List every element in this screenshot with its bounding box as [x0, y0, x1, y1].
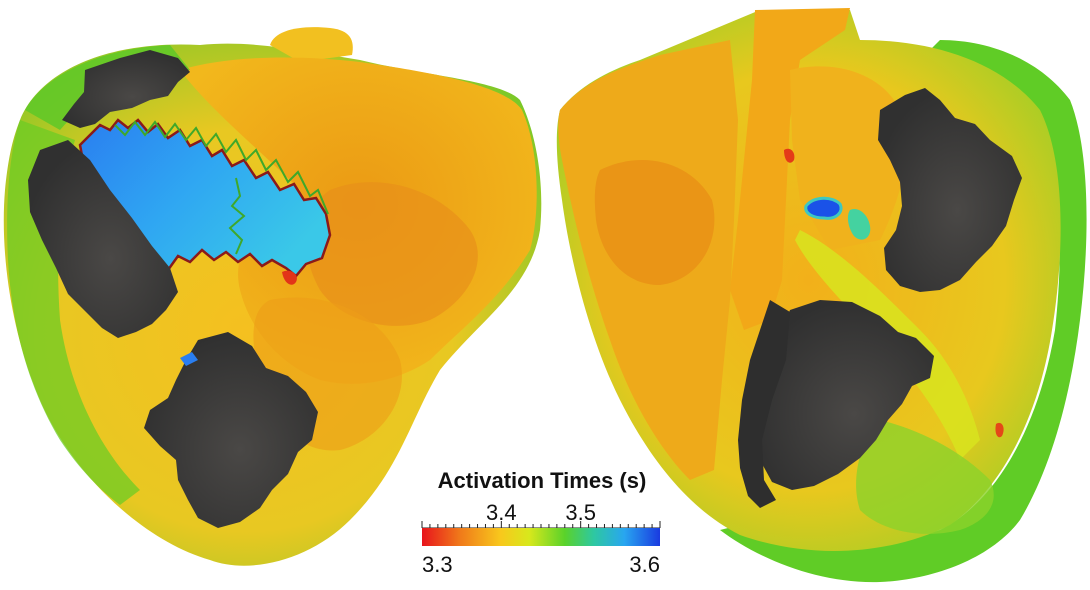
left-scar-bottom: [144, 332, 318, 528]
left-red-spot: [282, 270, 297, 285]
right-red-spot: [784, 148, 795, 163]
legend-tick-label: 3.4: [486, 500, 517, 525]
legend-tick-label: 3.5: [565, 500, 596, 525]
colorbar: [422, 528, 660, 546]
legend-tick-label: 3.3: [422, 552, 453, 577]
right-heart-view: [556, 8, 1087, 583]
right-scar-bottom-center: [756, 300, 934, 490]
colorbar-legend: Activation Times (s) 3.3 3.4 3.5 3.6: [421, 468, 661, 577]
right-scar-septum: [738, 300, 790, 508]
left-inner-line: [228, 177, 246, 255]
left-blue-dot: [180, 352, 198, 366]
left-heart-vessel: [270, 27, 353, 62]
right-scar-top-right: [878, 88, 1022, 292]
left-orange-patch: [306, 182, 478, 326]
left-heart-view: [3, 27, 542, 566]
right-green-spot: [847, 208, 871, 240]
left-scar-top: [62, 50, 190, 128]
right-red-spot-lower: [995, 422, 1004, 438]
legend-labels: 3.3 3.4 3.5 3.6: [422, 500, 660, 577]
right-lower-green: [856, 420, 994, 534]
legend-tick-label: 3.6: [629, 552, 660, 577]
legend-ticks: [421, 521, 661, 529]
left-scar-middle: [28, 140, 178, 338]
right-orange-leaflet: [730, 8, 850, 330]
legend-title: Activation Times (s): [438, 468, 647, 493]
right-blue-spot: [804, 196, 843, 220]
right-dark-orange-patch: [594, 160, 715, 285]
left-front-line: [114, 120, 329, 215]
